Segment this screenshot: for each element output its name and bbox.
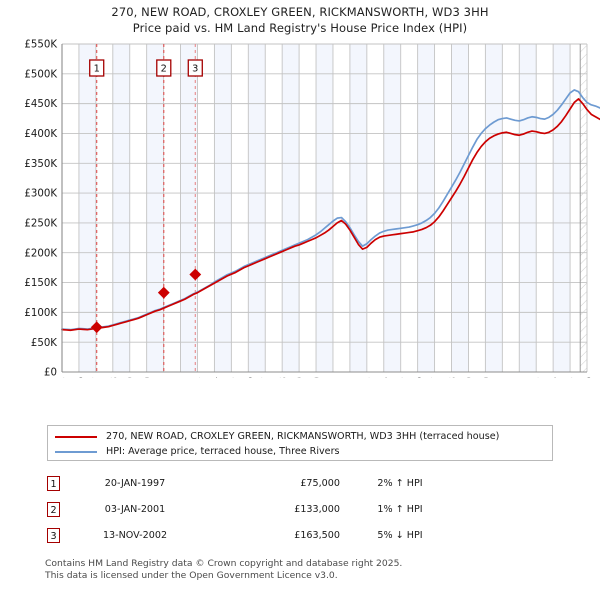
svg-text:2020: 2020 — [482, 377, 493, 378]
legend-label-property: 270, NEW ROAD, CROXLEY GREEN, RICKMANSWO… — [106, 431, 500, 442]
svg-text:2006: 2006 — [245, 377, 256, 378]
transaction-price-1: £75,000 — [300, 477, 340, 489]
table-row: 1 20-JAN-1997 £75,000 2% ↑ HPI — [47, 470, 553, 496]
transaction-marker-lines — [96, 44, 196, 372]
axis-lines — [61, 44, 587, 373]
svg-text:2: 2 — [161, 63, 167, 74]
transaction-points — [90, 268, 202, 334]
svg-text:1999: 1999 — [126, 377, 137, 378]
no-data-band — [579, 44, 587, 372]
svg-text:£50K: £50K — [31, 338, 57, 349]
x-axis-labels: 1995 1996 1997 1998 1999 2000 2001 2002 2003 2004… — [59, 377, 595, 378]
chart-canvas: £0 £50K £100K £150K £200K £250K £300K £350K £400… — [24, 40, 600, 378]
legend-item-property: 270, NEW ROAD, CROXLEY GREEN, RICKMANSWO… — [48, 429, 552, 444]
svg-text:2026: 2026 — [584, 377, 595, 378]
svg-text:£350K: £350K — [24, 159, 57, 170]
svg-text:2002: 2002 — [177, 377, 188, 378]
svg-text:£450K: £450K — [24, 99, 57, 110]
y-axis-labels: £0 £50K £100K £150K £200K £250K £300K £350K £400… — [24, 40, 57, 378]
legend-item-hpi: HPI: Average price, terraced house, Thre… — [48, 444, 552, 459]
page-title: 270, NEW ROAD, CROXLEY GREEN, RICKMANSWO… — [0, 4, 600, 36]
svg-text:2009: 2009 — [296, 377, 307, 378]
year-bands — [62, 44, 587, 372]
svg-text:2019: 2019 — [465, 377, 476, 378]
transaction-hpi-2: 1% ↑ HPI — [377, 503, 423, 515]
svg-text:2022: 2022 — [516, 377, 527, 378]
transaction-date-2: 03-JAN-2001 — [104, 503, 166, 515]
svg-text:2021: 2021 — [499, 377, 510, 378]
copyright-footer: Contains HM Land Registry data © Crown c… — [45, 558, 565, 581]
svg-text:2015: 2015 — [397, 377, 408, 378]
transaction-date-1: 20-JAN-1997 — [104, 477, 166, 489]
legend-swatch-property — [55, 435, 97, 438]
svg-text:£300K: £300K — [24, 189, 57, 200]
svg-text:1995: 1995 — [59, 377, 70, 378]
footer-line-2: This data is licensed under the Open Gov… — [45, 569, 338, 581]
svg-text:£400K: £400K — [24, 129, 57, 140]
svg-text:2005: 2005 — [228, 377, 239, 378]
svg-text:1: 1 — [94, 63, 100, 74]
svg-text:2023: 2023 — [533, 377, 544, 378]
svg-text:£200K: £200K — [24, 248, 57, 259]
transaction-badge-3: 3 — [47, 527, 60, 543]
svg-text:1998: 1998 — [109, 377, 120, 378]
svg-text:2017: 2017 — [431, 377, 442, 378]
svg-text:£150K: £150K — [24, 278, 57, 289]
svg-text:£100K: £100K — [24, 308, 57, 319]
svg-text:2010: 2010 — [313, 377, 324, 378]
svg-text:2000: 2000 — [143, 377, 154, 378]
series-lines — [61, 89, 600, 332]
svg-text:2001: 2001 — [160, 377, 171, 378]
svg-text:3: 3 — [192, 63, 198, 74]
transaction-badge-1: 1 — [47, 475, 60, 491]
svg-text:£500K: £500K — [24, 69, 57, 80]
svg-text:2004: 2004 — [211, 377, 222, 378]
transaction-hpi-3: 5% ↓ HPI — [377, 529, 423, 541]
svg-text:2012: 2012 — [346, 377, 357, 378]
legend-swatch-hpi — [55, 450, 97, 453]
title-line-1: 270, NEW ROAD, CROXLEY GREEN, RICKMANSWO… — [111, 5, 489, 19]
transaction-hpi-1: 2% ↑ HPI — [377, 477, 423, 489]
svg-text:2024: 2024 — [550, 377, 561, 378]
svg-text:2025: 2025 — [567, 377, 578, 378]
svg-text:2016: 2016 — [414, 377, 425, 378]
svg-text:1997: 1997 — [92, 377, 103, 378]
svg-text:1996: 1996 — [75, 377, 86, 378]
svg-text:2008: 2008 — [279, 377, 290, 378]
svg-text:£0: £0 — [44, 368, 57, 378]
transaction-price-2: £133,000 — [294, 503, 340, 515]
footer-line-1: Contains HM Land Registry data © Crown c… — [45, 558, 403, 569]
svg-text:2018: 2018 — [448, 377, 459, 378]
transaction-table: 1 20-JAN-1997 £75,000 2% ↑ HPI 2 03-JAN-… — [47, 470, 553, 548]
svg-text:2003: 2003 — [194, 377, 205, 378]
transaction-badge-2: 2 — [47, 501, 60, 517]
chart-legend: 270, NEW ROAD, CROXLEY GREEN, RICKMANSWO… — [47, 425, 553, 461]
price-chart: £0 £50K £100K £150K £200K £250K £300K £350K £400… — [0, 38, 600, 378]
svg-text:2014: 2014 — [380, 377, 391, 378]
table-row: 3 13-NOV-2002 £163,500 5% ↓ HPI — [47, 522, 553, 548]
legend-label-hpi: HPI: Average price, terraced house, Thre… — [106, 446, 340, 457]
transaction-price-3: £163,500 — [294, 529, 340, 541]
svg-text:£250K: £250K — [24, 219, 57, 230]
svg-text:£550K: £550K — [24, 40, 57, 51]
chart-marker-badges: 1 2 3 — [89, 59, 203, 77]
table-row: 2 03-JAN-2001 £133,000 1% ↑ HPI — [47, 496, 553, 522]
transaction-date-3: 13-NOV-2002 — [102, 529, 168, 541]
svg-text:2007: 2007 — [262, 377, 273, 378]
svg-text:2011: 2011 — [329, 377, 340, 378]
title-line-2: Price paid vs. HM Land Registry's House … — [132, 21, 468, 35]
svg-text:2013: 2013 — [363, 377, 374, 378]
